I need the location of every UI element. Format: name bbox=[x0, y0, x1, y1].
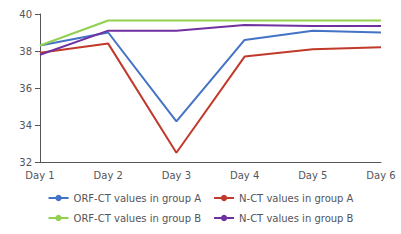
svg-text:Day 3: Day 3 bbox=[162, 170, 191, 181]
svg-text:32: 32 bbox=[19, 157, 32, 168]
svg-text:Day 2: Day 2 bbox=[94, 170, 123, 181]
svg-text:Day 6: Day 6 bbox=[366, 170, 395, 181]
svg-text:Day 5: Day 5 bbox=[298, 170, 327, 181]
svg-text:ORF-CT values in group B: ORF-CT values in group B bbox=[74, 213, 202, 224]
svg-text:ORF-CT values in group A: ORF-CT values in group A bbox=[74, 193, 202, 204]
svg-text:38: 38 bbox=[19, 46, 32, 57]
svg-text:N-CT values in group A: N-CT values in group A bbox=[239, 193, 354, 204]
svg-text:Day 1: Day 1 bbox=[25, 170, 54, 181]
svg-text:N-CT values in group B: N-CT values in group B bbox=[239, 213, 354, 224]
svg-text:40: 40 bbox=[19, 9, 32, 20]
svg-text:36: 36 bbox=[19, 83, 32, 94]
svg-text:Day 4: Day 4 bbox=[230, 170, 259, 181]
svg-text:34: 34 bbox=[19, 120, 32, 131]
